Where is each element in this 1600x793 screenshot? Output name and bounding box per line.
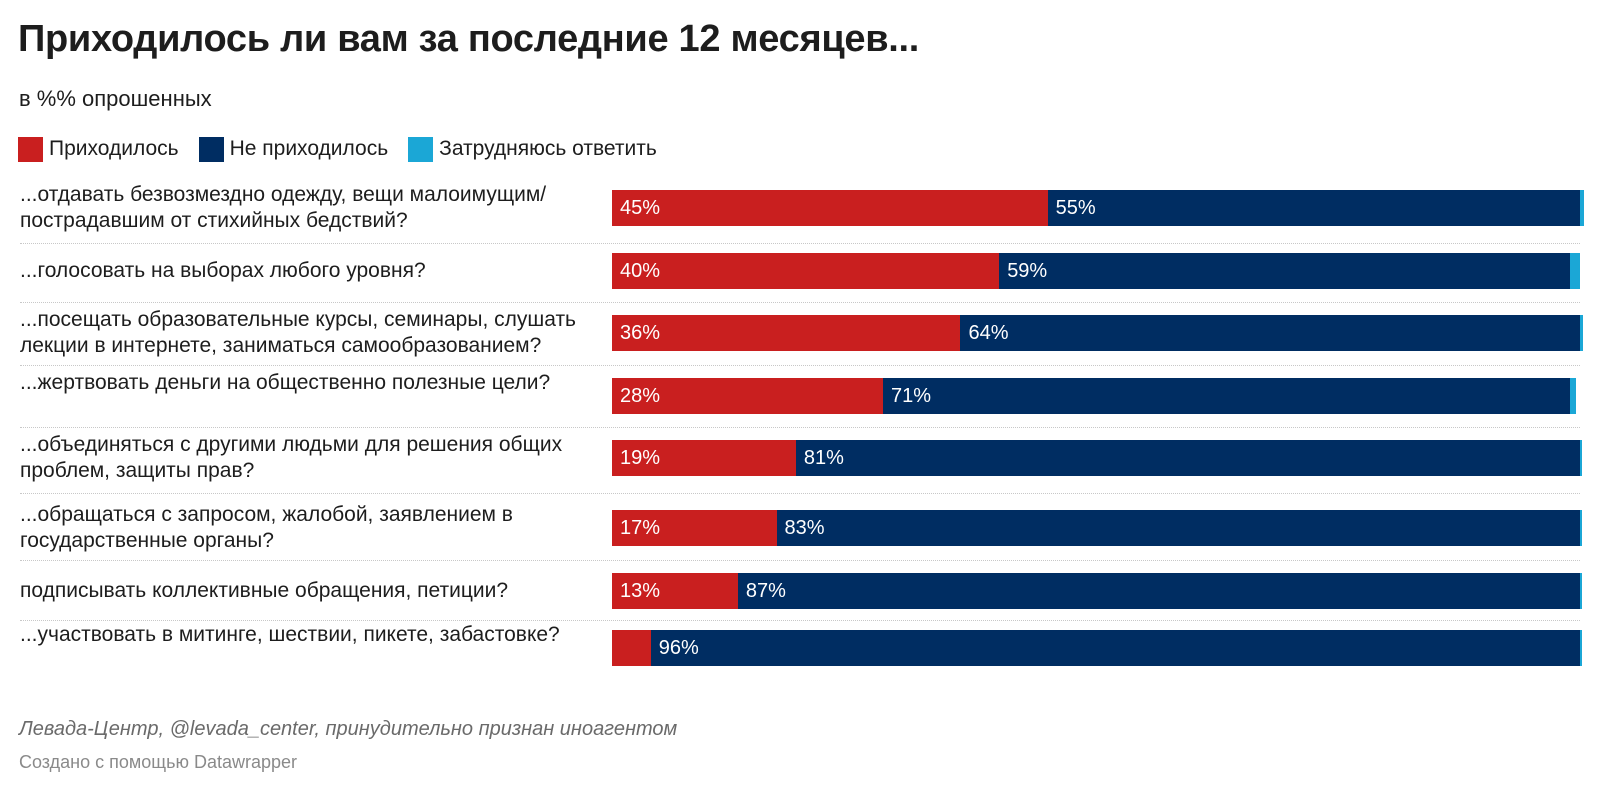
row-separator <box>20 302 1580 303</box>
legend-item-no: Не приходилось <box>198 136 389 162</box>
data-label-yes: 36% <box>620 322 661 344</box>
bar-segment-no <box>1047 190 1580 226</box>
bar-segment-yes <box>612 573 738 609</box>
legend-swatch-yes <box>18 136 43 162</box>
data-label-no: 71% <box>891 385 932 407</box>
row-separator <box>20 493 1580 494</box>
credit-note: Создано с помощью Datawrapper <box>19 752 298 772</box>
row-separator <box>20 243 1580 244</box>
data-label-no: 59% <box>1007 260 1048 282</box>
bar-segment-no <box>795 440 1580 476</box>
bar-track: 40% 59% <box>612 253 1580 289</box>
legend-label-no: Не приходилось <box>229 137 389 160</box>
bar-segment-yes <box>612 378 884 414</box>
bar-segment-hard <box>1570 253 1580 289</box>
row-separator <box>20 619 1580 621</box>
bar-segment-hard <box>1570 378 1577 414</box>
category-label: ...отдавать безвозмездно одежду, вещи ма… <box>20 183 547 232</box>
bar-segment-no <box>999 253 1571 289</box>
bar-track: 45% 55% <box>612 190 1584 226</box>
category-label: подписывать коллективные обращения, пети… <box>20 579 509 602</box>
bar-track: 19% 81% <box>612 440 1582 476</box>
bar-segment-no <box>960 315 1580 351</box>
data-label-yes: 17% <box>620 517 661 539</box>
bar-segment-yes <box>612 510 777 546</box>
row-separator <box>20 559 1580 561</box>
bar-segment-yes <box>612 630 651 666</box>
bar-segment-hard <box>1580 630 1582 666</box>
bar-track: 28% 71% <box>612 378 1580 414</box>
bar-segment-hard <box>1580 510 1582 546</box>
chart-title: Приходилось ли вам за последние 12 месяц… <box>18 18 920 60</box>
bar-track: 96% <box>612 630 1582 666</box>
bar-segment-no <box>776 510 1580 546</box>
legend-label-hard: Затрудняюсь ответить <box>439 137 657 160</box>
data-label-no: 64% <box>968 322 1009 344</box>
data-label-no: 87% <box>745 580 786 602</box>
bar-track: 17% 83% <box>612 510 1582 546</box>
category-label: ...участвовать в митинге, шествии, пикет… <box>20 623 560 646</box>
category-label: ...голосовать на выборах любого уровня? <box>20 259 426 282</box>
category-label: ...обращаться с запросом, жалобой, заявл… <box>20 503 513 552</box>
data-label-no: 55% <box>1055 197 1096 219</box>
data-label-no: 81% <box>803 447 844 469</box>
legend-swatch-hard <box>408 136 434 162</box>
bar-segment-hard <box>1580 190 1584 226</box>
row-separator <box>20 427 1580 428</box>
category-label: ...жертвовать деньги на общественно поле… <box>20 371 551 394</box>
bar-segment-no <box>883 378 1571 414</box>
bar-segment-no <box>650 630 1580 666</box>
bar-segment-hard <box>1580 440 1582 476</box>
source-note: Левада-Центр, @levada_center, принудител… <box>19 718 678 740</box>
legend-label-yes: Приходилось <box>49 137 179 160</box>
legend-item-yes: Приходилось <box>18 136 179 162</box>
legend-swatch-no <box>198 136 224 162</box>
data-label-no: 83% <box>784 517 825 539</box>
bar-segment-yes <box>612 253 1000 289</box>
category-label: ...объединяться с другими людьми для реш… <box>20 433 563 482</box>
row-separator <box>20 364 1580 366</box>
chart-rows: ...отдавать безвозмездно одежду, вещи ма… <box>20 183 1584 666</box>
bar-segment-hard <box>1580 573 1582 609</box>
data-label-yes: 28% <box>620 385 661 407</box>
bar-segment-hard <box>1580 315 1583 351</box>
data-label-no: 96% <box>658 637 699 659</box>
bar-segment-yes <box>612 190 1048 226</box>
data-label-yes: 13% <box>620 580 661 602</box>
data-label-yes: 19% <box>620 447 661 469</box>
bar-segment-yes <box>612 440 796 476</box>
bar-track: 36% 64% <box>612 315 1583 351</box>
legend-item-hard: Затрудняюсь ответить <box>408 136 657 162</box>
data-label-yes: 45% <box>620 197 661 219</box>
bar-segment-yes <box>612 315 961 351</box>
chart-subtitle: в %% опрошенных <box>19 86 212 111</box>
category-label: ...посещать образовательные курсы, семин… <box>20 308 576 357</box>
legend: Приходилось Не приходилось Затрудняюсь о… <box>18 134 677 164</box>
bar-segment-no <box>737 573 1580 609</box>
data-label-yes: 40% <box>620 260 661 282</box>
bar-track: 13% 87% <box>612 573 1582 609</box>
